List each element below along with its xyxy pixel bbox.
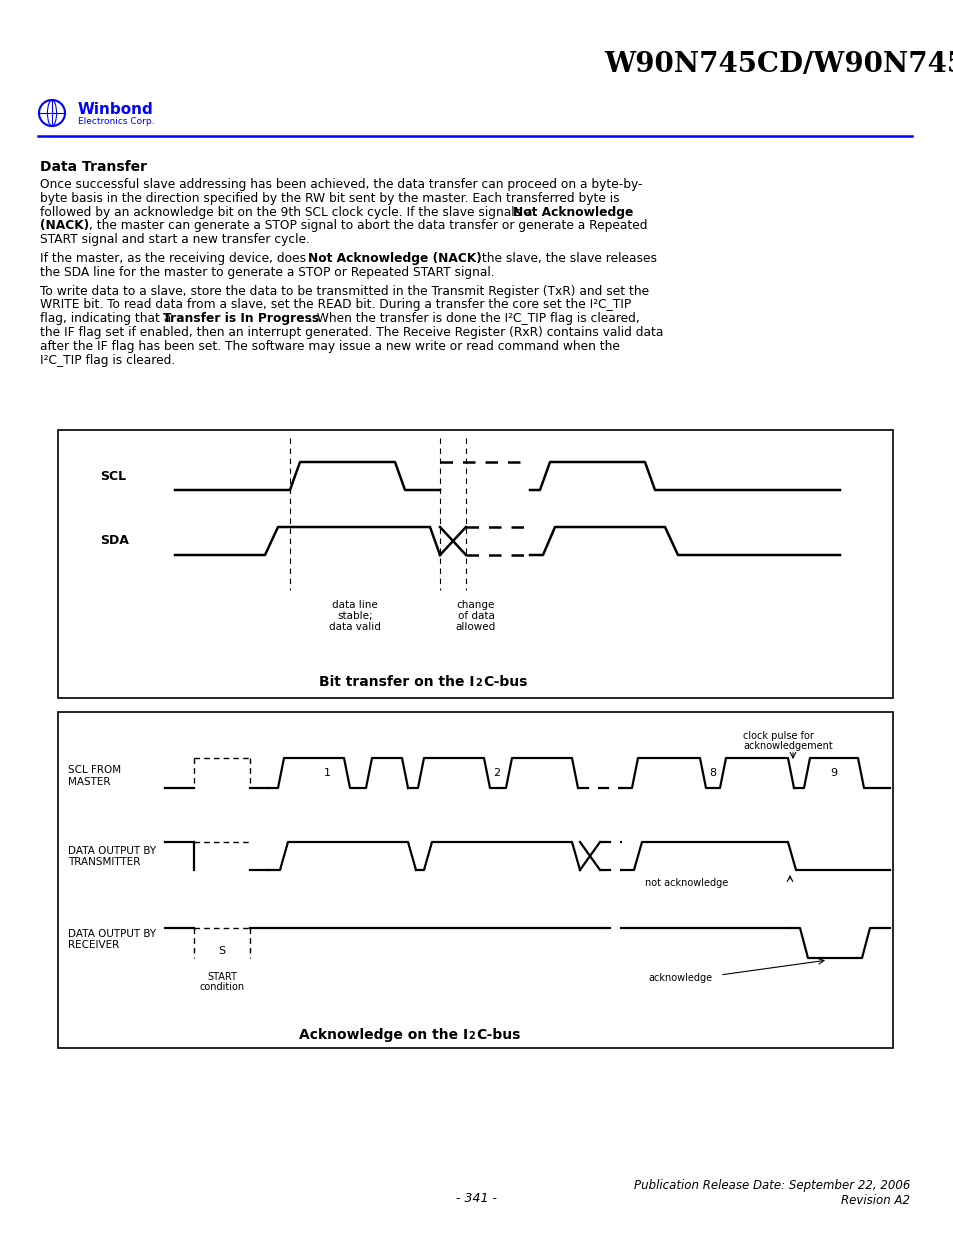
- Text: S: S: [218, 946, 225, 956]
- Text: - 341 -: - 341 -: [456, 1192, 497, 1204]
- Text: clock pulse for: clock pulse for: [742, 731, 813, 741]
- Text: the IF flag set if enabled, then an interrupt generated. The Receive Register (R: the IF flag set if enabled, then an inte…: [40, 326, 662, 338]
- Text: C-bus: C-bus: [476, 1028, 519, 1042]
- Text: WRITE bit. To read data from a slave, set the READ bit. During a transfer the co: WRITE bit. To read data from a slave, se…: [40, 299, 631, 311]
- Text: C-bus: C-bus: [482, 676, 527, 689]
- Text: not acknowledge: not acknowledge: [644, 878, 727, 888]
- Text: DATA OUTPUT BY: DATA OUTPUT BY: [68, 929, 156, 939]
- Text: DATA OUTPUT BY: DATA OUTPUT BY: [68, 846, 156, 856]
- Text: SCL: SCL: [100, 469, 126, 483]
- Text: Revision A2: Revision A2: [841, 1193, 909, 1207]
- Text: SCL FROM: SCL FROM: [68, 764, 121, 776]
- Text: Data Transfer: Data Transfer: [40, 161, 147, 174]
- Text: the slave, the slave releases: the slave, the slave releases: [477, 252, 657, 266]
- Text: I²C_TIP flag is cleared.: I²C_TIP flag is cleared.: [40, 353, 175, 367]
- Text: the SDA line for the master to generate a STOP or Repeated START signal.: the SDA line for the master to generate …: [40, 266, 494, 279]
- Text: Publication Release Date: September 22, 2006: Publication Release Date: September 22, …: [633, 1178, 909, 1192]
- Text: START signal and start a new transfer cycle.: START signal and start a new transfer cy…: [40, 233, 310, 246]
- Text: stable;: stable;: [336, 611, 373, 621]
- Text: condition: condition: [199, 982, 244, 992]
- Text: 2: 2: [493, 768, 500, 778]
- Text: Bit transfer on the I: Bit transfer on the I: [319, 676, 475, 689]
- Text: 9: 9: [829, 768, 837, 778]
- Text: MASTER: MASTER: [68, 777, 111, 787]
- Text: 1: 1: [323, 768, 330, 778]
- Text: (NACK): (NACK): [40, 220, 89, 232]
- Text: 8: 8: [709, 768, 716, 778]
- Text: allowed: allowed: [456, 622, 496, 632]
- Text: Not Acknowledge (NACK): Not Acknowledge (NACK): [308, 252, 481, 266]
- Text: Winbond: Winbond: [78, 101, 153, 116]
- Text: TRANSMITTER: TRANSMITTER: [68, 857, 140, 867]
- Text: START: START: [207, 972, 236, 982]
- Text: RECEIVER: RECEIVER: [68, 940, 119, 950]
- Text: Transfer is In Progress: Transfer is In Progress: [163, 312, 319, 325]
- Text: of data: of data: [457, 611, 494, 621]
- Text: acknowledge: acknowledge: [647, 973, 711, 983]
- Text: 2: 2: [475, 678, 482, 688]
- Text: change: change: [456, 600, 495, 610]
- Text: W90N745CD/W90N745CDG: W90N745CD/W90N745CDG: [603, 52, 953, 79]
- Text: flag, indicating that a: flag, indicating that a: [40, 312, 175, 325]
- Bar: [58, 430, 892, 698]
- Text: To write data to a slave, store the data to be transmitted in the Transmit Regis: To write data to a slave, store the data…: [40, 284, 648, 298]
- Text: byte basis in the direction specified by the RW bit sent by the master. Each tra: byte basis in the direction specified by…: [40, 191, 619, 205]
- Text: Once successful slave addressing has been achieved, the data transfer can procee: Once successful slave addressing has bee…: [40, 178, 641, 191]
- Text: . When the transfer is done the I²C_TIP flag is cleared,: . When the transfer is done the I²C_TIP …: [309, 312, 639, 325]
- Text: Electronics Corp.: Electronics Corp.: [78, 117, 154, 126]
- Bar: [58, 713, 892, 1049]
- Text: 2: 2: [468, 1031, 475, 1041]
- Text: , the master can generate a STOP signal to abort the data transfer or generate a: , the master can generate a STOP signal …: [89, 220, 647, 232]
- Text: acknowledgement: acknowledgement: [742, 741, 832, 751]
- Text: Acknowledge on the I: Acknowledge on the I: [298, 1028, 468, 1042]
- Text: after the IF flag has been set. The software may issue a new write or read comma: after the IF flag has been set. The soft…: [40, 340, 619, 353]
- Text: followed by an acknowledge bit on the 9th SCL clock cycle. If the slave signals : followed by an acknowledge bit on the 9t…: [40, 205, 536, 219]
- Text: If the master, as the receiving device, does: If the master, as the receiving device, …: [40, 252, 310, 266]
- Text: Not Acknowledge: Not Acknowledge: [513, 205, 633, 219]
- Text: data line: data line: [332, 600, 377, 610]
- Text: SDA: SDA: [100, 535, 129, 547]
- Text: data valid: data valid: [329, 622, 380, 632]
